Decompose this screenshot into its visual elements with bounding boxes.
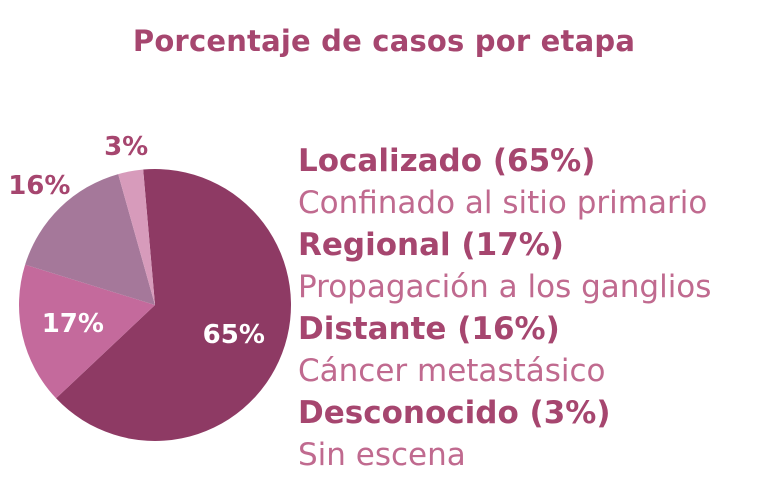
data-label-1: 65% [203, 320, 265, 350]
pie-slices [19, 168, 292, 441]
legend-heading-localizado: Localizado (65%) [298, 143, 596, 179]
pie-slice-1 [56, 168, 292, 441]
legend-heading-distante: Distante (16%) [298, 311, 560, 347]
legend-description-regional: Propagación a los ganglios [298, 269, 712, 305]
legend-description-desconocido: Sin escena [298, 437, 466, 473]
data-label-2: 17% [42, 309, 104, 339]
legend-description-distante: Cáncer metastásico [298, 353, 606, 389]
pie-slice-3 [25, 174, 155, 305]
pie-data-labels: 65% 17% 16% 3% [8, 132, 265, 350]
pie-slice-2 [19, 264, 156, 399]
data-label-4: 3% [104, 132, 148, 162]
pie-slice-4 [118, 169, 155, 305]
data-label-3: 16% [8, 171, 70, 201]
legend: Localizado (65%) Confinado al sitio prim… [298, 140, 763, 476]
legend-heading-regional: Regional (17%) [298, 227, 564, 263]
legend-description-localizado: Confinado al sitio primario [298, 185, 708, 221]
legend-heading-desconocido: Desconocido (3%) [298, 395, 611, 431]
chart-title: Porcentaje de casos por etapa [132, 24, 636, 58]
